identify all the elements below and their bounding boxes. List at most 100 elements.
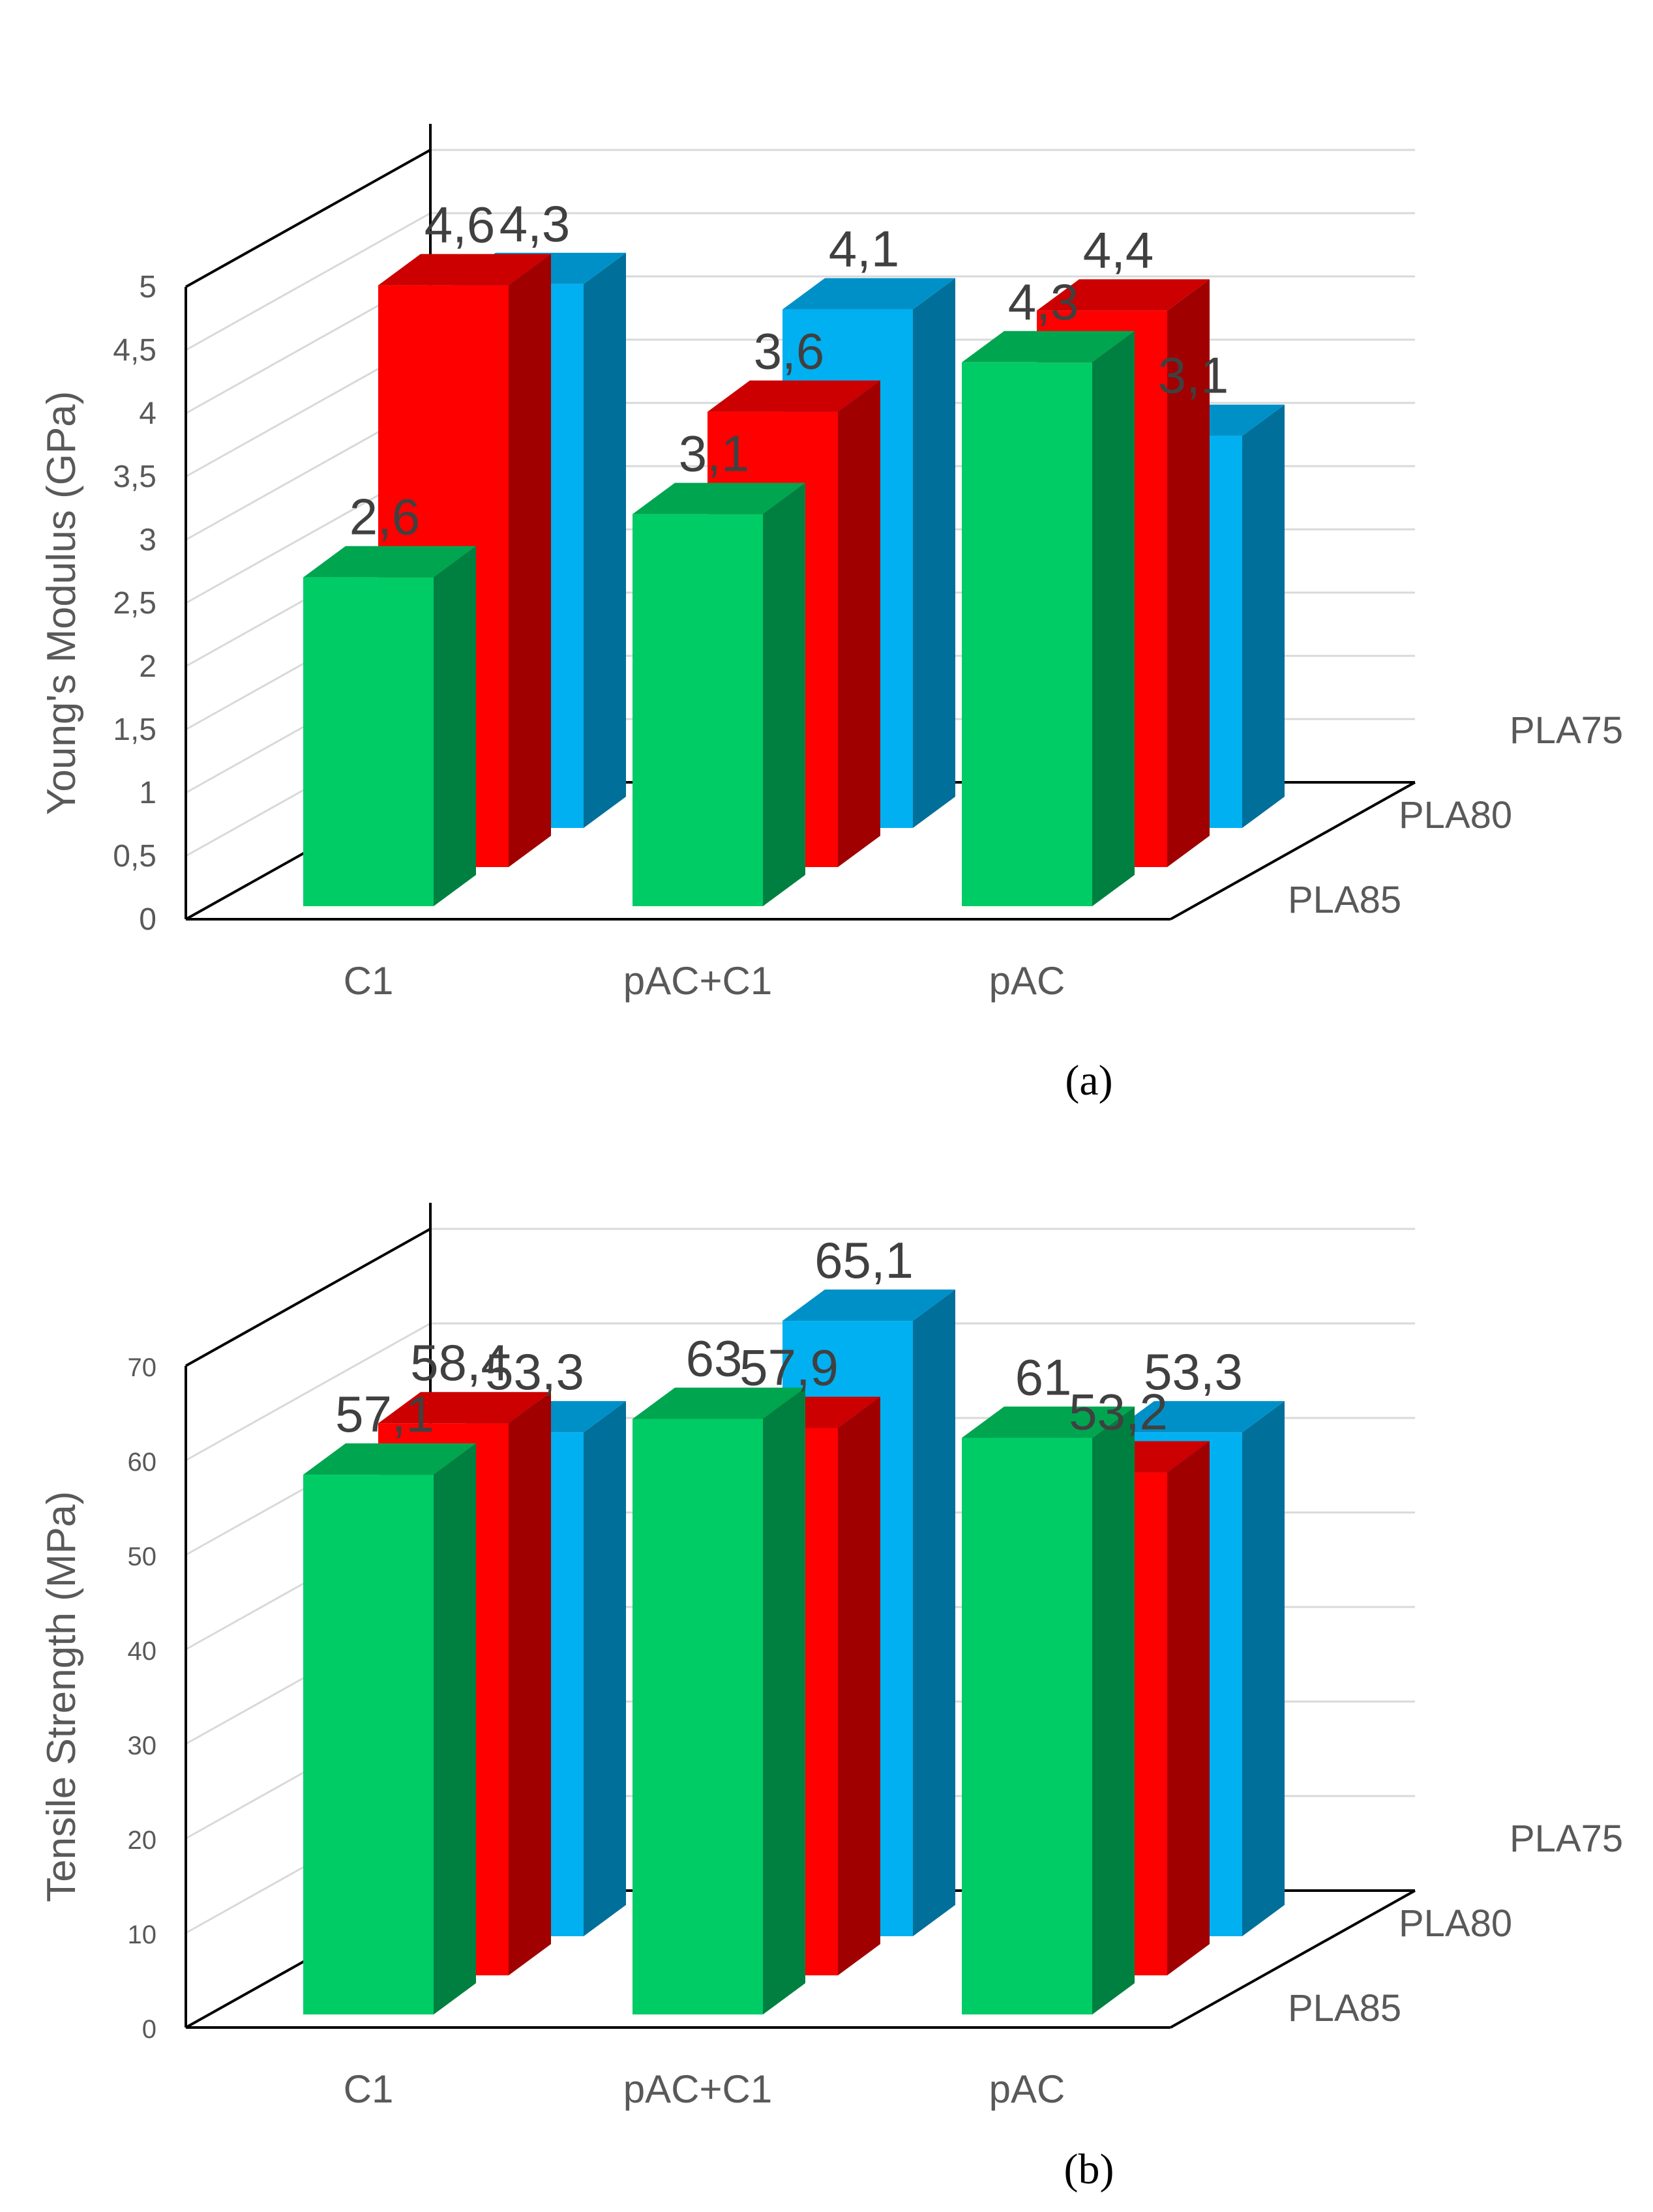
data-label: 65,1 (814, 1231, 914, 1289)
y-tick-label: 4,5 (113, 333, 156, 368)
bar-side (763, 482, 805, 906)
bar-side (1167, 279, 1210, 867)
data-label: 57,1 (335, 1385, 434, 1443)
y-tick-label: 2 (139, 649, 156, 684)
data-label: 57,9 (739, 1338, 839, 1396)
series-label: PLA80 (1399, 794, 1512, 836)
bar-front (962, 1438, 1092, 2014)
y-axis-label: Young's Modulus (GPa) (39, 391, 84, 816)
data-label: 53,2 (1069, 1383, 1168, 1441)
bar-front (633, 1419, 763, 2014)
bar-side (1092, 1406, 1135, 2014)
bar-top (378, 254, 551, 286)
bar-pla85-c1 (303, 546, 476, 906)
bar-side (1242, 1401, 1285, 1936)
x-category-label: pAC+C1 (623, 959, 772, 1003)
bar-top (633, 482, 805, 514)
bar-top (1112, 1401, 1285, 1433)
axis-line (1170, 1889, 1416, 2029)
x-category-label: pAC (989, 959, 1065, 1003)
y-tick-label: 5 (139, 270, 156, 304)
bars (303, 1290, 1285, 2014)
bars (303, 252, 1285, 906)
data-label: 63 (686, 1330, 743, 1387)
data-label: 3,1 (679, 425, 749, 482)
bar-side (584, 1401, 626, 1936)
y-tick-label: 30 (128, 1732, 157, 1760)
data-labels: 53,365,153,358,4 57,953,257,163 61 (335, 1231, 1243, 1443)
y-tick-label: 0,5 (113, 839, 156, 874)
bar-top (303, 546, 476, 578)
tensile-strength-chart: 0 10 20 30 40 50 60 70 Tensile Strength (MPa) 53,… (39, 1203, 1623, 2111)
y-tick-label: 1,5 (113, 713, 156, 747)
bar-top (633, 1387, 805, 1419)
bar-side (1167, 1441, 1210, 1975)
bar-side (509, 254, 551, 868)
x-category-label: C1 (344, 959, 394, 1003)
data-label: 53,3 (485, 1343, 584, 1400)
caption-a: (a) (1065, 1057, 1113, 1104)
x-category-label: pAC (989, 2067, 1065, 2111)
bar-pla85-pac-c1 (633, 482, 805, 906)
y-tick-label: 50 (128, 1542, 157, 1571)
bar-pla85-pac (962, 331, 1135, 906)
bar-side (584, 252, 626, 828)
bar-top (782, 1290, 955, 1321)
bar-front (633, 514, 763, 906)
chart-content: 0 0,5 1 1,5 2 2,5 3 3,5 4 4,5 5 Young's Modulus (GP… (39, 124, 1623, 1003)
bar-side (434, 1443, 476, 2014)
y-tick-label: 10 (128, 1921, 157, 1949)
y-tick-label: 40 (128, 1637, 157, 1666)
y-tick-label: 70 (128, 1353, 157, 1382)
side-wall-gridline (185, 1322, 431, 1462)
chart-content: 0 10 20 30 40 50 60 70 Tensile Strength (MPa) 53,… (39, 1203, 1623, 2111)
bar-pla85-c1 (303, 1443, 476, 2014)
bar-side (434, 546, 476, 906)
bar-top (303, 1443, 476, 1475)
bar-top (707, 380, 880, 412)
data-label: 4,3 (499, 195, 570, 252)
series-label: PLA80 (1399, 1902, 1512, 1945)
data-label: 3,6 (754, 323, 824, 380)
bar-side (913, 1290, 955, 1936)
y-tick-label: 0 (142, 2015, 156, 2044)
data-label: 4,3 (1008, 273, 1079, 331)
y-tick-label: 2,5 (113, 586, 156, 621)
series-label: PLA75 (1510, 1818, 1623, 1860)
bar-top (378, 1392, 551, 1424)
caption-b: (b) (1064, 2146, 1114, 2193)
bar-side (838, 1396, 880, 1975)
y-tick-label: 1 (139, 776, 156, 810)
data-label: 3,1 (1158, 347, 1229, 404)
y-axis-label: Tensile Strength (MPa) (39, 1491, 84, 1902)
bar-top (782, 278, 955, 310)
y-tick-label: 3,5 (113, 460, 156, 494)
youngs-modulus-chart: 0 0,5 1 1,5 2 2,5 3 3,5 4 4,5 5 Young's Modulus (GP… (39, 124, 1623, 1003)
data-labels: 4,3 4,1 3,1 4,6 3,6 4,4 2,6 3,1 4,3 (350, 195, 1229, 546)
data-label: 2,6 (350, 488, 420, 546)
axis-line (185, 149, 431, 288)
x-category-label: pAC+C1 (623, 2067, 772, 2111)
bar-top (962, 1406, 1135, 1438)
bar-side (763, 1387, 805, 2014)
y-tick-label: 0 (139, 902, 156, 937)
bar-side (509, 1392, 551, 1975)
y-tick-label: 4 (139, 396, 156, 431)
bar-top (962, 331, 1135, 362)
series-label: PLA85 (1288, 879, 1401, 921)
axis-line (1170, 781, 1416, 921)
y-tick-label: 3 (139, 523, 156, 557)
data-label: 4,4 (1083, 221, 1154, 278)
bar-side (1242, 404, 1285, 828)
bar-side (913, 278, 955, 829)
series-label: PLA85 (1288, 1987, 1401, 2029)
bar-top (1037, 279, 1210, 311)
y-tick-label: 20 (128, 1826, 157, 1855)
side-wall-gridline (185, 212, 431, 351)
bar-front (303, 577, 434, 906)
y-tick-label: 60 (128, 1448, 157, 1477)
bar-pla85-pac (962, 1406, 1135, 2014)
series-label: PLA75 (1510, 709, 1623, 752)
x-category-label: C1 (344, 2067, 394, 2111)
bar-pla85-pac-c1 (633, 1387, 805, 2014)
